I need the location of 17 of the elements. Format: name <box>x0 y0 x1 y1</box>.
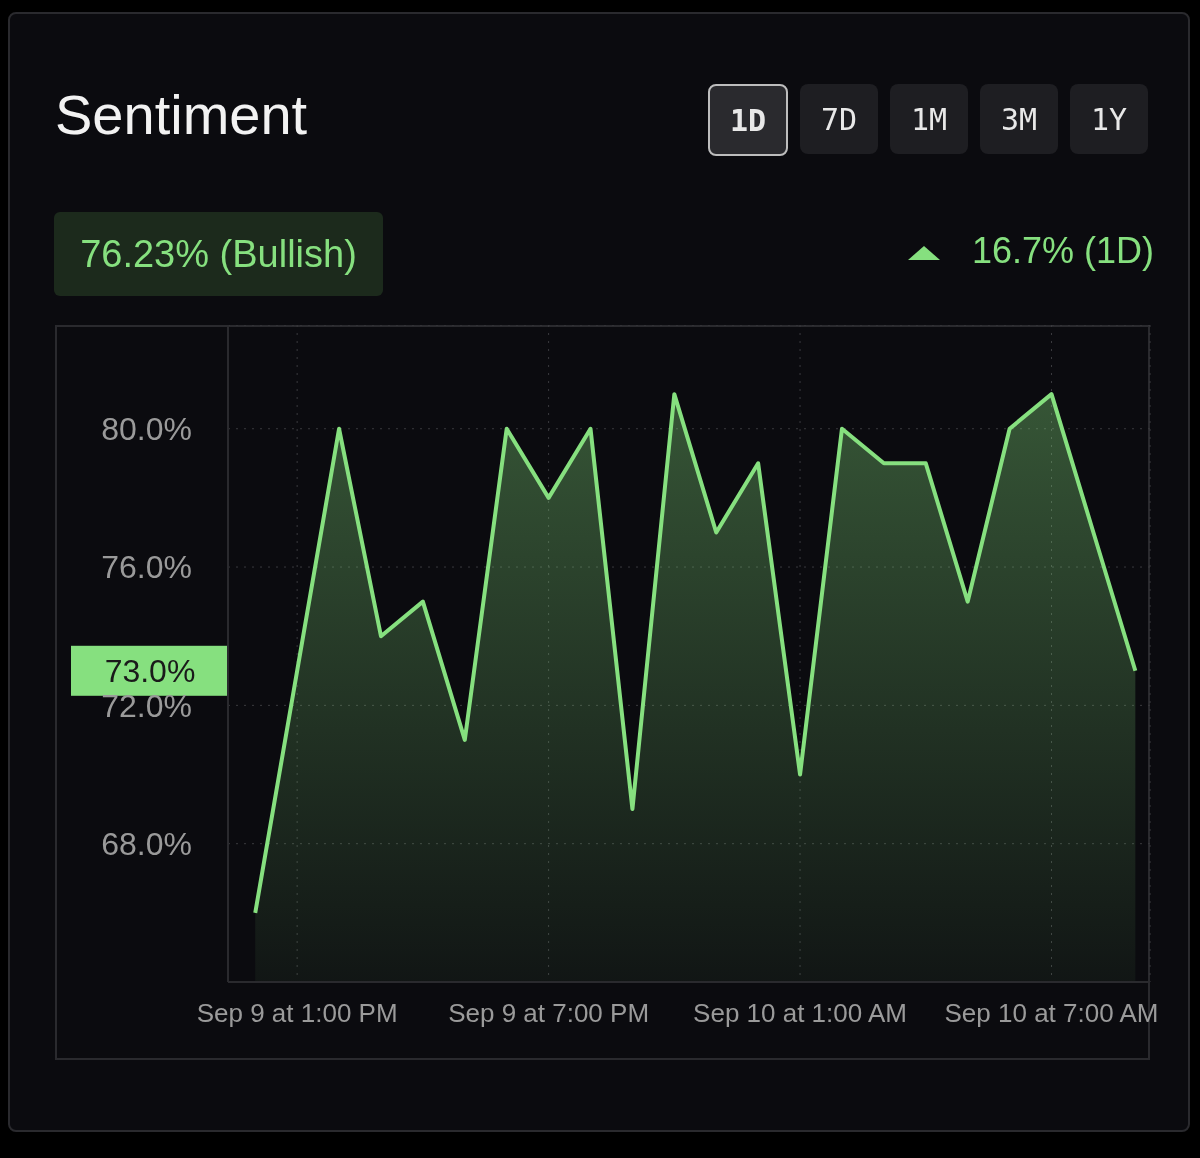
y-tick-label: 68.0% <box>101 826 192 863</box>
text: 1M <box>890 84 968 154</box>
text: 16.7% (1D) <box>972 230 1155 272</box>
chart-title: Sentiment <box>55 82 308 147</box>
text: 73.0% <box>104 652 196 689</box>
x-tick-label: Sep 10 at 7:00 AM <box>944 998 1159 1029</box>
text: 1Y <box>1070 84 1148 154</box>
text: 7D <box>800 84 878 154</box>
y-tick-label: 80.0% <box>101 411 192 448</box>
y-tick-label: 76.0% <box>101 549 192 586</box>
x-tick-label: Sep 9 at 1:00 PM <box>196 998 398 1029</box>
x-tick-label: Sep 9 at 7:00 PM <box>448 998 650 1029</box>
y-tick-label: 72.0% <box>101 687 192 724</box>
text: 3M <box>980 84 1058 154</box>
text: 1D <box>708 84 788 156</box>
x-tick-label: Sep 10 at 1:00 AM <box>693 998 908 1029</box>
text: 76.23% (Bullish) <box>54 212 383 296</box>
